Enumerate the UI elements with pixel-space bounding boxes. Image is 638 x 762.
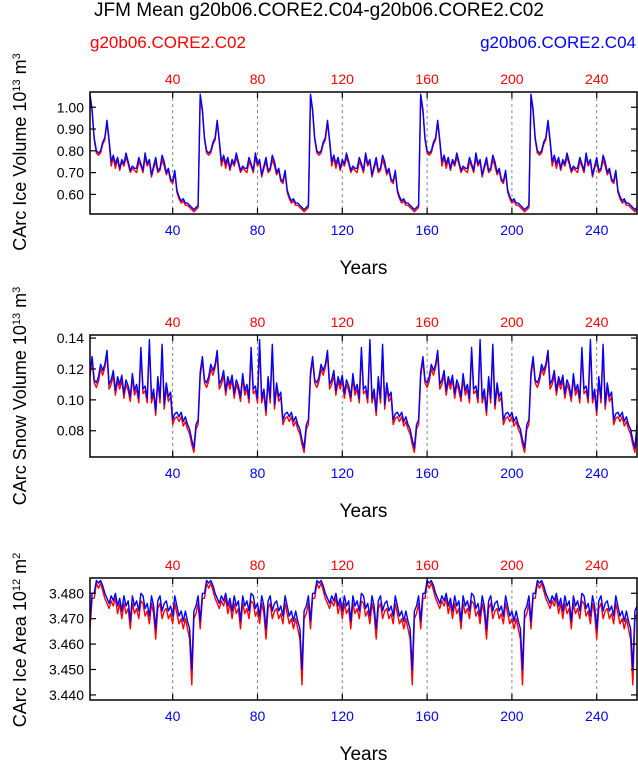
panel3-xtick-label-top: 200 <box>500 557 524 573</box>
panel1-x-axis-label: Years <box>340 258 388 279</box>
panel2-series-c02-line <box>89 343 638 454</box>
panel3-xtick-label-top: 80 <box>250 557 266 573</box>
panel2-xtick-label-top: 200 <box>500 314 524 330</box>
panel3-series-c04-line <box>89 579 638 671</box>
panel3-xtick-label-bottom: 40 <box>165 708 181 724</box>
panel2-plot-frame <box>89 334 638 458</box>
panel2-xtick-label-top: 120 <box>331 314 355 330</box>
panel3-xtick-label-bottom: 120 <box>331 708 355 724</box>
panel3-y-axis-label-main: CArc Ice Area 10 <box>10 591 30 727</box>
panel2-ytick-label: 0.10 <box>57 392 84 408</box>
panel3-ytick-label: 3.440 <box>49 687 84 703</box>
panel1-ytick-label: 0.70 <box>57 165 84 181</box>
figure-title: JFM Mean g20b06.CORE2.C04-g20b06.CORE2.C… <box>94 0 544 21</box>
panel2-xtick-label-bottom: 80 <box>250 465 266 481</box>
panel3-plot-frame <box>89 577 638 701</box>
panel3-xtick-label-top: 240 <box>585 557 609 573</box>
panel1-xtick-label-top: 120 <box>331 71 355 87</box>
panel2-group: 0.08 0.10 0.12 0.14 40 40 80 80 120 120 160 160 200 2… <box>10 287 638 522</box>
panel1-xtick-label-bottom: 240 <box>585 222 609 238</box>
panel1-ytick-label: 0.80 <box>57 143 84 159</box>
panel1-xtick-label-top: 160 <box>415 71 439 87</box>
panel2-ytick-label: 0.14 <box>57 330 84 346</box>
panel1-xtick-label-top: 240 <box>585 71 609 87</box>
panel1-ytick-label: 0.60 <box>57 186 84 202</box>
panel2-y-axis-label-unit-exp: 3 <box>11 287 23 293</box>
panel1-y-axis-label-main: CArc Ice Volume 10 <box>10 92 30 251</box>
panel3-ytick-label: 3.470 <box>49 611 84 627</box>
panel1-y-axis-label-unit: m <box>10 59 30 79</box>
panel2-xtick-label-bottom: 200 <box>500 465 524 481</box>
panel3-x-axis-label: Years <box>340 744 388 762</box>
panel2-ytick-label: 0.12 <box>57 361 84 377</box>
panel2-xtick-label-bottom: 240 <box>585 465 609 481</box>
panel2-y-axis-label: CArc Snow Volume 1013 m3 <box>10 287 30 505</box>
panel3-xtick-label-bottom: 200 <box>500 708 524 724</box>
panel3-xtick-label-bottom: 160 <box>415 708 439 724</box>
panel3-xtick-label-bottom: 80 <box>250 708 266 724</box>
panel1-y-axis-label: CArc Ice Volume 1013 m3 <box>10 53 30 250</box>
panel1-xtick-label-top: 80 <box>250 71 266 87</box>
legend-left-label: g20b06.CORE2.C02 <box>90 33 246 52</box>
panel1-group: 0.60 0.70 0.80 0.90 1.00 40 40 80 80 120 120 160 160… <box>10 53 638 279</box>
panel2-y-axis-label-exp: 13 <box>11 313 23 325</box>
panel1-ytick-label: 0.90 <box>57 121 84 137</box>
panel2-xtick-label-top: 80 <box>250 314 266 330</box>
panel3-xtick-label-bottom: 240 <box>585 708 609 724</box>
panel3-ytick-label: 3.480 <box>49 585 84 601</box>
panel2-ytick-label: 0.08 <box>57 423 84 439</box>
panel3-xtick-label-top: 160 <box>415 557 439 573</box>
panel3-y-axis-label: CArc Ice Area 1012 m2 <box>10 553 30 727</box>
panel3-ytick-label: 3.460 <box>49 636 84 652</box>
panel1-y-axis-label-unit-exp: 3 <box>11 53 23 59</box>
panel2-series-c04-line <box>89 338 638 449</box>
panel1-xtick-label-bottom: 80 <box>250 222 266 238</box>
panel3-y-axis-label-exp: 12 <box>11 579 23 591</box>
panel1-ytick-label: 1.00 <box>57 99 84 115</box>
panel1-xtick-label-bottom: 200 <box>500 222 524 238</box>
panel1-xtick-label-top: 40 <box>165 71 181 87</box>
legend-right-label: g20b06.CORE2.C04 <box>480 33 636 52</box>
panel2-xtick-label-top: 40 <box>165 314 181 330</box>
panel2-xtick-label-bottom: 40 <box>165 465 181 481</box>
panel2-x-axis-label: Years <box>340 501 388 522</box>
panel3-y-axis-label-unit: m <box>10 559 30 579</box>
panel3-xtick-label-top: 40 <box>165 557 181 573</box>
panel2-y-axis-label-main: CArc Snow Volume 10 <box>10 325 30 505</box>
panels: 0.60 0.70 0.80 0.90 1.00 40 40 80 80 120 120 160 160… <box>10 53 638 762</box>
panel1-xtick-label-top: 200 <box>500 71 524 87</box>
panel1-plot-frame <box>89 91 638 215</box>
panel2-xtick-label-bottom: 120 <box>331 465 355 481</box>
panel1-series-c04-line <box>89 93 638 211</box>
panel2-xtick-label-top: 160 <box>415 314 439 330</box>
panel2-y-axis-label-unit: m <box>10 293 30 313</box>
panel2-xtick-label-bottom: 160 <box>415 465 439 481</box>
panel3-group: 3.440 3.450 3.460 3.470 3.480 40 40 80 80 120 120 1… <box>10 553 638 762</box>
panel1-y-axis-label-exp: 13 <box>11 79 23 91</box>
panel3-ytick-label: 3.450 <box>49 662 84 678</box>
panel1-xtick-label-bottom: 120 <box>331 222 355 238</box>
panel1-xtick-label-bottom: 40 <box>165 222 181 238</box>
panel3-y-axis-label-unit-exp: 2 <box>11 553 23 559</box>
panel3-xtick-label-top: 120 <box>331 557 355 573</box>
panel3-series-c02-line <box>89 582 638 686</box>
panel1-series-c02-line <box>89 95 638 213</box>
panel1-xtick-label-bottom: 160 <box>415 222 439 238</box>
panel2-xtick-label-top: 240 <box>585 314 609 330</box>
